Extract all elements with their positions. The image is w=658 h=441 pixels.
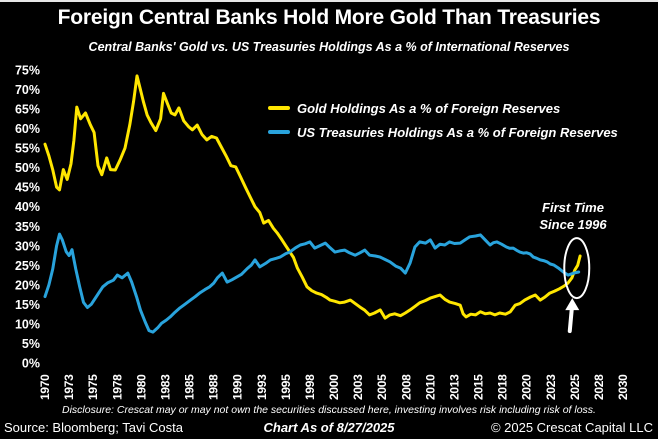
x-axis-tick-label: 1990 xyxy=(231,374,245,400)
x-axis-tick-label: 1988 xyxy=(207,374,221,400)
y-axis-tick-label: 30% xyxy=(15,239,40,253)
x-axis-tick-label: 1980 xyxy=(134,374,148,400)
y-axis-tick-label: 70% xyxy=(15,83,40,97)
x-axis-tick-label: 1995 xyxy=(279,374,293,400)
treasuries-line xyxy=(43,232,581,334)
x-axis-tick-label: 2000 xyxy=(327,374,341,400)
y-axis-tick-label: 55% xyxy=(15,142,40,156)
annotation-arrow-shaft xyxy=(567,307,574,334)
x-axis-tick-label: 1975 xyxy=(86,374,100,400)
copyright-text: © 2025 Crescat Capital LLC xyxy=(490,420,653,435)
y-axis-tick-label: 50% xyxy=(15,161,40,175)
annotation-ellipse xyxy=(563,237,591,300)
x-axis-tick-label: 2015 xyxy=(472,374,486,400)
x-axis-tick-label: 2013 xyxy=(447,374,461,400)
chart-legend: Gold Holdings As a % of Foreign Reserves… xyxy=(268,100,618,148)
annotation-line-2: Since 1996 xyxy=(539,217,607,232)
x-axis-tick-label: 1993 xyxy=(255,374,269,400)
y-axis-tick-label: 25% xyxy=(15,259,40,273)
x-axis-tick-label: 2018 xyxy=(496,374,510,400)
treasuries-line-swatch-icon xyxy=(268,130,290,134)
annotation-line-1: First Time xyxy=(542,200,604,215)
legend-item-gold: Gold Holdings As a % of Foreign Reserves xyxy=(268,100,618,116)
x-axis-tick-label: 1983 xyxy=(158,374,172,400)
y-axis-tick-label: 5% xyxy=(22,337,40,351)
y-axis-tick-label: 75% xyxy=(15,64,40,78)
y-axis-tick-label: 35% xyxy=(15,220,40,234)
y-axis-tick-label: 10% xyxy=(15,317,40,331)
gold-line xyxy=(43,74,582,320)
disclosure-text: Disclosure: Crescat may or may not own t… xyxy=(62,404,596,416)
x-axis-tick-label: 1973 xyxy=(62,374,76,400)
x-axis-tick-label: 2003 xyxy=(351,374,365,400)
x-axis-tick-label: 1985 xyxy=(183,374,197,400)
chart-subtitle: Central Banks' Gold vs. US Treasuries Ho… xyxy=(88,40,570,54)
y-axis-tick-label: 15% xyxy=(15,298,40,312)
x-axis-tick-label: 2020 xyxy=(520,374,534,400)
legend-label-gold: Gold Holdings As a % of Foreign Reserves xyxy=(297,100,561,116)
gold-line-swatch-icon xyxy=(268,106,290,110)
top-border-line xyxy=(0,0,658,2)
x-axis-tick-label: 1978 xyxy=(110,374,124,400)
y-axis-tick-label: 0% xyxy=(22,357,40,371)
legend-item-treasuries: US Treasuries Holdings As a % of Foreign… xyxy=(268,124,618,140)
x-axis-tick-label: 2028 xyxy=(592,374,606,400)
bottom-border-line xyxy=(0,439,658,441)
y-axis-tick-label: 60% xyxy=(15,122,40,136)
x-axis-tick-label: 2025 xyxy=(568,374,582,400)
chart-title: Foreign Central Banks Hold More Gold Tha… xyxy=(57,6,601,29)
legend-label-treasuries: US Treasuries Holdings As a % of Foreign… xyxy=(297,124,618,140)
x-axis-tick-label: 2010 xyxy=(423,374,437,400)
annotation-arrow-head-icon xyxy=(565,298,580,311)
x-axis-tick-label: 1998 xyxy=(303,374,317,400)
y-axis-tick-label: 45% xyxy=(15,181,40,195)
x-axis-tick-label: 2005 xyxy=(375,374,389,400)
chart-date-text: Chart As of 8/27/2025 xyxy=(263,420,395,435)
x-axis-tick-label: 2023 xyxy=(544,374,558,400)
x-axis-tick-label: 1970 xyxy=(38,374,52,400)
y-axis-tick-label: 65% xyxy=(15,103,40,117)
annotation-callout: First Time Since 1996 xyxy=(517,199,629,233)
y-axis-tick-label: 20% xyxy=(15,278,40,292)
x-axis-tick-label: 2008 xyxy=(399,374,413,400)
x-axis-tick-label: 2030 xyxy=(616,374,630,400)
y-axis-tick-label: 40% xyxy=(15,200,40,214)
source-text: Source: Bloomberg; Tavi Costa xyxy=(4,420,183,435)
